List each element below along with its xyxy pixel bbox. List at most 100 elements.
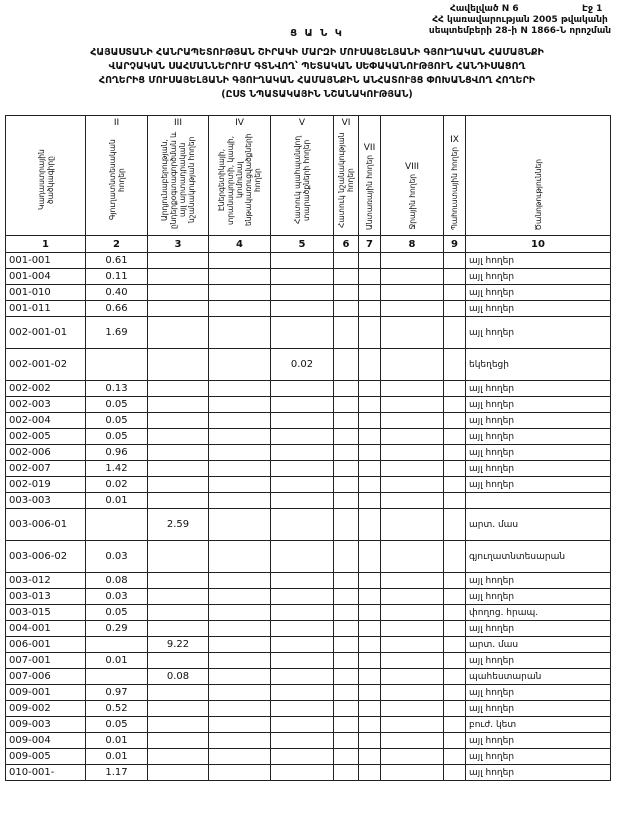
value-cell bbox=[147, 588, 209, 605]
value-cell: 0.02 bbox=[270, 348, 334, 381]
value-cell: 0.11 bbox=[85, 268, 148, 285]
value-cell bbox=[333, 732, 359, 749]
code-cell: 002-002 bbox=[5, 380, 86, 397]
note-cell: այլ հողեր bbox=[465, 748, 611, 765]
table-row: 002-004 0.05 այլ հողեր bbox=[5, 412, 611, 429]
value-cell bbox=[270, 572, 334, 589]
note-cell: այլ հողեր bbox=[465, 428, 611, 445]
roman-numeral: II bbox=[113, 118, 120, 128]
column-number: 9 bbox=[443, 235, 466, 253]
table-row: 006-001 9.22 արտ. մաս bbox=[5, 636, 611, 653]
value-cell bbox=[333, 604, 359, 621]
code-cell: 009-002 bbox=[5, 700, 86, 717]
value-cell bbox=[358, 716, 381, 733]
number-row: 1 2 3 4 5 6 7 8 9 10 bbox=[5, 235, 611, 253]
value-cell: 0.66 bbox=[85, 300, 148, 317]
value-cell bbox=[333, 268, 359, 285]
value-cell bbox=[333, 684, 359, 701]
value-cell bbox=[208, 284, 271, 301]
value-cell bbox=[147, 284, 209, 301]
table-row: 002-001-01 1.69 այլ հողեր bbox=[5, 316, 611, 349]
roman-numeral: VII bbox=[363, 143, 376, 154]
code-cell: 002-001-01 bbox=[5, 316, 86, 349]
value-cell bbox=[270, 604, 334, 621]
table-row: 003-006-01 2.59 արտ. մաս bbox=[5, 508, 611, 541]
value-cell bbox=[380, 268, 444, 285]
table-row: 003-015 0.05 փողոց. հրապ. bbox=[5, 604, 611, 621]
value-cell: 0.96 bbox=[85, 444, 148, 461]
code-cell: 002-003 bbox=[5, 396, 86, 413]
value-cell bbox=[147, 412, 209, 429]
value-cell bbox=[333, 444, 359, 461]
value-cell bbox=[85, 668, 148, 685]
value-cell bbox=[147, 444, 209, 461]
value-cell: 1.17 bbox=[85, 764, 148, 781]
value-cell bbox=[380, 604, 444, 621]
value-cell bbox=[208, 540, 271, 573]
title-line: (ԸՍՏ ՆՊԱՏԱԿԱՅԻՆ ՆՇԱՆԱԿՈՒԹՅԱՆ) bbox=[221, 89, 413, 100]
code-cell: 003-012 bbox=[5, 572, 86, 589]
note-cell: այլ հողեր bbox=[465, 476, 611, 493]
code-cell: 003-006-02 bbox=[5, 540, 86, 573]
value-cell bbox=[358, 572, 381, 589]
value-cell bbox=[380, 252, 444, 269]
code-cell: 003-006-01 bbox=[5, 508, 86, 541]
note-cell: բուժ. կետ bbox=[465, 716, 611, 733]
value-cell bbox=[270, 732, 334, 749]
value-cell bbox=[443, 588, 466, 605]
code-cell: 001-010 bbox=[5, 284, 86, 301]
value-cell bbox=[333, 636, 359, 653]
value-cell bbox=[358, 348, 381, 381]
table-row: 002-001-02 0.02 եկեղեցի bbox=[5, 348, 611, 381]
column-number: 10 bbox=[465, 235, 611, 253]
value-cell: 0.52 bbox=[85, 700, 148, 717]
value-cell bbox=[358, 252, 381, 269]
header-cell: VII Անտառային հողեր bbox=[358, 115, 381, 236]
table-row: 009-005 0.01 այլ հողեր bbox=[5, 748, 611, 765]
value-cell bbox=[443, 636, 466, 653]
value-cell bbox=[208, 492, 271, 509]
code-cell: 004-001 bbox=[5, 620, 86, 637]
value-cell: 0.05 bbox=[85, 604, 148, 621]
value-cell bbox=[270, 476, 334, 493]
value-cell bbox=[147, 700, 209, 717]
value-cell bbox=[380, 460, 444, 477]
value-cell: 0.01 bbox=[85, 748, 148, 765]
roman-numeral: IV bbox=[235, 118, 244, 128]
note-cell: այլ հողեր bbox=[465, 732, 611, 749]
value-cell: 0.05 bbox=[85, 428, 148, 445]
value-cell bbox=[443, 444, 466, 461]
value-cell: 0.97 bbox=[85, 684, 148, 701]
note-cell: այլ հողեր bbox=[465, 300, 611, 317]
value-cell bbox=[147, 572, 209, 589]
value-cell bbox=[208, 460, 271, 477]
column-header: Ջրային հողեր bbox=[407, 174, 417, 230]
column-number: 3 bbox=[147, 235, 209, 253]
value-cell bbox=[380, 668, 444, 685]
value-cell bbox=[147, 348, 209, 381]
value-cell: 0.61 bbox=[85, 252, 148, 269]
value-cell bbox=[85, 348, 148, 381]
value-cell bbox=[333, 460, 359, 477]
value-cell bbox=[380, 652, 444, 669]
value-cell bbox=[208, 444, 271, 461]
value-cell bbox=[358, 700, 381, 717]
value-cell bbox=[270, 588, 334, 605]
value-cell bbox=[380, 684, 444, 701]
value-cell bbox=[333, 668, 359, 685]
value-cell bbox=[208, 652, 271, 669]
value-cell bbox=[85, 508, 148, 541]
note-cell: փողոց. հրապ. bbox=[465, 604, 611, 621]
value-cell bbox=[208, 748, 271, 765]
code-cell: 002-007 bbox=[5, 460, 86, 477]
value-cell: 1.69 bbox=[85, 316, 148, 349]
value-cell bbox=[358, 316, 381, 349]
value-cell bbox=[333, 300, 359, 317]
note-cell: այլ հողեր bbox=[465, 764, 611, 781]
value-cell bbox=[147, 252, 209, 269]
value-cell bbox=[270, 444, 334, 461]
code-cell: 007-001 bbox=[5, 652, 86, 669]
code-cell: 001-001 bbox=[5, 252, 86, 269]
value-cell bbox=[147, 540, 209, 573]
